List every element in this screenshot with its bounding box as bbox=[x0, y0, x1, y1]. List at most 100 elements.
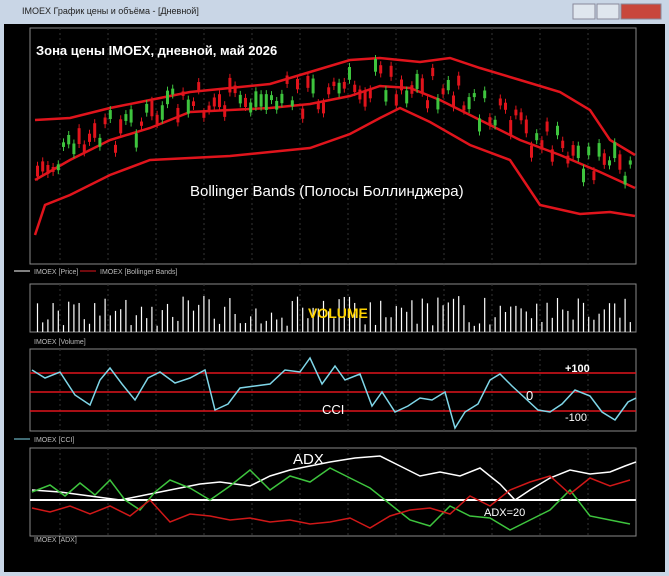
candle-body bbox=[290, 100, 294, 107]
candle-body bbox=[618, 154, 622, 170]
volume-label: VOLUME bbox=[308, 305, 368, 321]
candle-body bbox=[566, 155, 570, 164]
candle-body bbox=[244, 97, 247, 107]
candle-body bbox=[296, 78, 299, 90]
candle-body bbox=[264, 94, 268, 111]
candle-body bbox=[348, 67, 351, 80]
candle-body bbox=[145, 103, 149, 113]
candle-body bbox=[181, 91, 185, 96]
candle-body bbox=[571, 145, 575, 156]
candle-body bbox=[441, 88, 445, 95]
candle-body bbox=[540, 140, 544, 150]
candle-body bbox=[452, 95, 455, 108]
legend-entry: IMOEX [CCI] bbox=[34, 437, 75, 444]
candle-body bbox=[332, 81, 336, 87]
cci-level-label: +100 bbox=[565, 363, 590, 375]
candle-body bbox=[509, 120, 513, 136]
candle-body bbox=[530, 145, 533, 158]
candle-body bbox=[212, 97, 216, 107]
candle-body bbox=[134, 133, 138, 148]
candle-body bbox=[337, 82, 341, 94]
candle-body bbox=[36, 165, 39, 177]
candle-body bbox=[270, 95, 273, 101]
candle-body bbox=[77, 128, 81, 145]
candle-body bbox=[478, 118, 481, 132]
candle-body bbox=[192, 101, 195, 106]
candle-body bbox=[597, 143, 601, 157]
candle-body bbox=[259, 94, 263, 107]
candle-body bbox=[524, 119, 528, 134]
candle-body bbox=[608, 160, 611, 166]
adx-annotation: ADX=20 bbox=[484, 507, 525, 519]
candle-body bbox=[426, 100, 429, 109]
candle-body bbox=[207, 105, 211, 111]
candle-body bbox=[389, 65, 393, 77]
candle-body bbox=[197, 82, 201, 91]
candle-body bbox=[358, 89, 362, 100]
grid bbox=[59, 28, 589, 536]
window-title: IMOEX График цены и объёма - [Дневной] bbox=[22, 6, 199, 16]
candle-body bbox=[431, 67, 435, 77]
candle-body bbox=[400, 79, 403, 91]
candle-body bbox=[576, 145, 580, 159]
candle-body bbox=[613, 142, 617, 159]
candle-body bbox=[405, 90, 409, 104]
candle-body bbox=[88, 133, 91, 142]
close-button[interactable] bbox=[620, 3, 662, 20]
candle-body bbox=[592, 171, 596, 181]
candle-body bbox=[436, 98, 440, 110]
candle-body bbox=[311, 78, 315, 94]
candle-body bbox=[316, 103, 320, 110]
plus-di-line bbox=[31, 467, 631, 531]
candle-body bbox=[233, 85, 237, 94]
candle-body bbox=[275, 100, 279, 110]
candle-body bbox=[160, 105, 164, 120]
candle-body bbox=[488, 117, 492, 126]
candle-body bbox=[582, 168, 585, 183]
candles bbox=[36, 55, 632, 189]
candle-body bbox=[228, 77, 232, 93]
candle-body bbox=[493, 119, 497, 126]
candle-body bbox=[374, 59, 377, 72]
candle-body bbox=[353, 84, 357, 93]
indicator-annotation: Bollinger Bands (Полосы Боллинджера) bbox=[190, 183, 464, 200]
candle-body bbox=[472, 93, 476, 98]
minus-di-line bbox=[31, 475, 631, 529]
candle-body bbox=[46, 165, 50, 174]
candle-body bbox=[254, 91, 258, 107]
candle-body bbox=[394, 94, 398, 106]
legend-entry: IMOEX [ADX] bbox=[34, 537, 77, 544]
adx-label: ADX bbox=[293, 451, 324, 468]
candle-body bbox=[93, 123, 97, 138]
cci-levels bbox=[30, 372, 636, 412]
candle-body bbox=[67, 134, 71, 145]
candle-body bbox=[119, 119, 123, 134]
restore-button[interactable] bbox=[596, 3, 620, 20]
candle-body bbox=[410, 85, 414, 94]
adx-line bbox=[31, 455, 637, 501]
candle-body bbox=[56, 164, 60, 171]
candle-body bbox=[238, 94, 242, 104]
candle-body bbox=[108, 110, 112, 120]
candle-body bbox=[249, 102, 253, 113]
cci-line bbox=[31, 356, 637, 430]
candle-body bbox=[514, 109, 518, 116]
candle-body bbox=[218, 94, 221, 108]
candle-body bbox=[62, 142, 65, 147]
candle-body bbox=[41, 161, 45, 172]
candle-body bbox=[462, 105, 466, 111]
candle-body bbox=[327, 87, 331, 95]
candle-body bbox=[342, 81, 346, 89]
candle-body bbox=[550, 149, 554, 162]
minimize-button[interactable] bbox=[572, 3, 596, 20]
candle-body bbox=[420, 78, 424, 93]
candle-body bbox=[301, 108, 305, 119]
candle-body bbox=[223, 105, 227, 117]
candle-body bbox=[628, 160, 632, 165]
candle-body bbox=[322, 102, 325, 114]
candle-body bbox=[556, 125, 559, 136]
candle-body bbox=[368, 89, 372, 99]
candle-body bbox=[186, 99, 190, 114]
candle-body bbox=[363, 91, 367, 107]
candle-body bbox=[587, 146, 591, 156]
